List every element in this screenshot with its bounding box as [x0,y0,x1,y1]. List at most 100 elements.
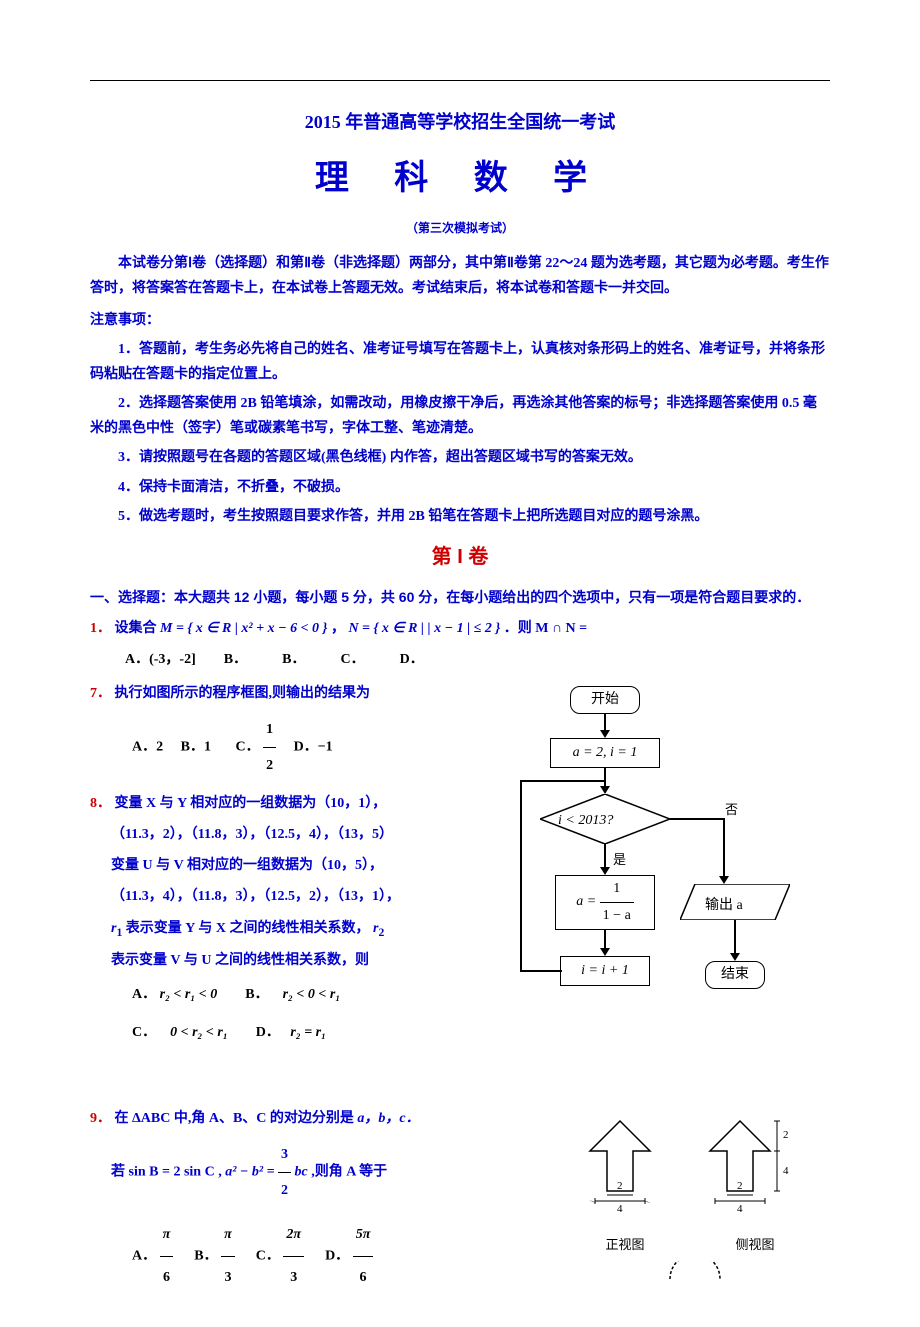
q1-text-mid: ， [331,621,349,636]
q8-opt-c: C． [132,1025,156,1040]
q7-number: 7． [90,686,111,701]
q8-line2: （11.3，2），（11.8，3），（12.5，4），（13，5） [90,822,510,847]
q1-opt-d: D． [400,652,424,667]
q1-opt-c: C． [340,652,364,667]
q1-text-suffix: ．则 M ∩ N = [504,621,587,636]
fc-arrow [719,876,729,884]
front-view-svg: 4 2 [575,1116,675,1221]
fc-output: 输出 a [705,893,743,918]
attention-item-4: 4．保持卡面清洁，不折叠，不破损。 [90,475,830,500]
question-1: 1． 设集合 M = { x ∈ R | x² + x − 6 < 0 } ， … [90,616,830,641]
q9-opt-c: C． [256,1249,280,1264]
front-view: 4 2 正视图 [575,1116,675,1257]
q1-opt-b: B． [224,652,247,667]
fc-end: 结束 [705,961,765,989]
q7-opt-a: A．2 [132,740,163,755]
q1-set-m: M = { x ∈ R | x² + x − 6 < 0 } [160,621,327,636]
attention-item-5: 5．做选考题时，考生按照题目要求作答，并用 2B 铅笔在答题卡上把所选题目对应的… [90,504,830,529]
q8-line3: 变量 U 与 V 相对应的一组数据为（10，5）， [90,853,510,878]
q1-opt-a: A．(-3，-2] [125,652,196,667]
q8-number: 8． [90,796,111,811]
side-view-svg: 4 2 2 4 [695,1116,815,1221]
q9-math1: sin B = 2 sin C [129,1165,215,1180]
fc-line [520,780,604,782]
q7-optc-num: 1 [263,712,276,748]
q7-opt-b: B．1 [181,740,211,755]
fc-arrow [600,948,610,956]
q7-opt-c-prefix: C． [235,740,259,755]
q9-opt-d: D． [325,1249,349,1264]
q1-opt-b2: B． [282,652,305,667]
exam-title-year: 2015 年普通高等学校招生全国统一考试 [90,106,830,138]
fc-line [604,930,606,950]
front-view-label: 正视图 [575,1233,675,1256]
fc-line [723,818,725,878]
fc-arrow [600,867,610,875]
q9-opt-b: B． [194,1249,217,1264]
fc-init: a = 2, i = 1 [550,738,660,768]
fc-line [520,970,560,972]
q9-optb-num: π [221,1214,235,1257]
q8-opt-d-math: r₂ = r₁ [290,1025,326,1040]
top-view-arc [560,1261,830,1290]
part-1-title: 一、选择题：本大题共 12 小题，每小题 5 分，共 60 分，在每小题给出的四… [90,585,830,610]
q8-opt-a-math: r₂ < r₁ < 0 [160,987,218,1002]
q1-set-n: N = { x ∈ R | | x − 1 | ≤ 2 } [348,621,500,636]
question-8-block: 8． 变量 X 与 Y 相对应的一组数据为（10，1）， （11.3，2），（1… [90,791,510,1049]
q7-opt-d: D．−1 [294,740,333,755]
fc-update-den: 1 − a [600,903,634,928]
svg-text:2: 2 [617,1180,623,1192]
exam-subtitle: （第三次模拟考试） [90,218,830,240]
q9-opta-num: π [160,1214,174,1257]
fc-line [734,920,736,955]
fc-line [520,780,522,972]
fc-condition: i < 2013? [558,808,613,833]
attention-item-3: 3．请按照题号在各题的答题区域(黑色线框) 内作答，超出答题区域书写的答案无效。 [90,445,830,470]
side-view: 4 2 2 4 侧视图 [695,1116,815,1257]
fc-arrow [600,786,610,794]
q9-line2-end: ,则角 A 等于 [311,1165,387,1180]
flowchart: 开始 a = 2, i = 1 i < 2013? 是 否 a = 1 1 − … [510,686,830,1106]
fc-update-num: 1 [600,876,634,902]
q9-triangle: ΔABC [132,1111,170,1126]
q9-math2-prefix: a² − b² = [225,1165,278,1180]
q8-opt-d: D． [256,1025,280,1040]
q9-line2-prefix: 若 [111,1165,129,1180]
side-view-label: 侧视图 [695,1233,815,1256]
q9-line1-prefix: 在 [115,1111,133,1126]
q9-opta-den: 6 [160,1257,174,1299]
q8-line4: （11.3，4），（11.8，3），（12.5，2），（13，1）， [90,884,510,909]
attention-item-1: 1．答题前，考生务必先将自己的姓名、准考证号填写在答题卡上，认真核对条形码上的姓… [90,337,830,387]
q8-options-2: C． 0 < r₂ < r₁ D． r₂ = r₁ [90,1018,510,1049]
attention-title: 注意事项： [90,308,830,333]
svg-text:4: 4 [737,1203,743,1215]
q8-line1: 变量 X 与 Y 相对应的一组数据为（10，1）， [115,796,387,811]
flowchart-container: 开始 a = 2, i = 1 i < 2013? 是 否 a = 1 1 − … [510,686,830,1106]
q8-opt-c-math: 0 < r₂ < r₁ [170,1025,228,1040]
q8-line5-mid: 表示变量 Y 与 X 之间的线性相关系数， [126,921,370,936]
views-container: 4 2 正视图 4 2 2 [560,1116,830,1291]
q9-abc: a，b，c． [357,1111,419,1126]
fc-arrow [730,953,740,961]
fc-line [604,844,606,869]
q7-optc-den: 2 [263,748,276,783]
q1-options: A．(-3，-2] B． B． C． D． [90,647,830,672]
intro-paragraph: 本试卷分第Ⅰ卷（选择题）和第Ⅱ卷（非选择题）两部分，其中第Ⅱ卷第 22～24 题… [90,251,830,301]
section-1-title: 第 I 卷 [90,539,830,575]
question-8: 8． 变量 X 与 Y 相对应的一组数据为（10，1）， [90,791,510,816]
q8-line6: 表示变量 V 与 U 之间的线性相关系数，则 [90,948,510,973]
fc-line [604,768,606,788]
q1-number: 1． [90,621,111,636]
q9-frac-den: 2 [278,1173,291,1208]
horizontal-rule [90,80,830,81]
fc-no-label: 否 [725,798,738,821]
fc-line [560,970,562,972]
q9-frac-num: 3 [278,1137,291,1173]
fc-arrow [600,730,610,738]
q8-opt-a: A． [132,987,156,1002]
q9-optd-den: 6 [353,1257,374,1299]
fc-start: 开始 [570,686,640,714]
q7-text: 执行如图所示的程序框图,则输出的结果为 [115,686,371,701]
q8-r1-sub: 1 [116,925,122,938]
svg-text:2: 2 [783,1129,789,1141]
